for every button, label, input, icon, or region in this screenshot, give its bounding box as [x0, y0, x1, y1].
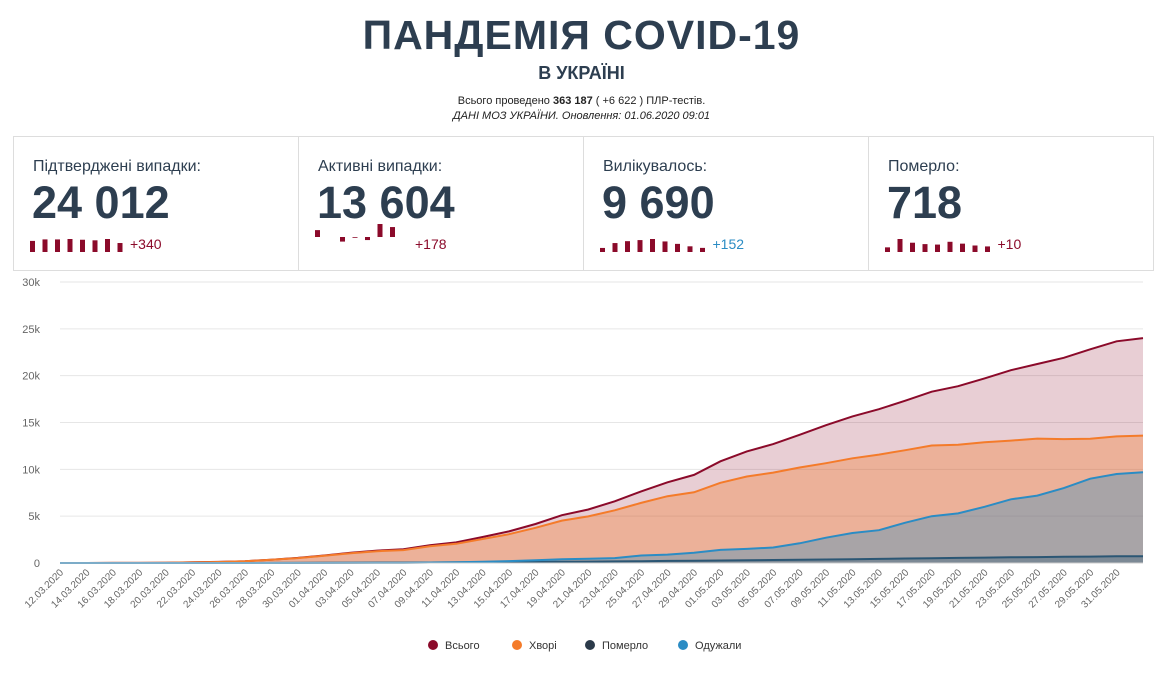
- card-value: 9 690: [602, 177, 715, 228]
- stat-card: Підтверджені випадки: 24 012 +340: [14, 137, 299, 270]
- legend-label: Одужали: [695, 640, 741, 652]
- tests-total: 363 187: [552, 95, 593, 107]
- mini-bar: [377, 224, 383, 237]
- mini-bar: [625, 241, 630, 252]
- mini-bar: [67, 239, 73, 252]
- card-label: Померло:: [888, 158, 960, 175]
- title: ПАНДЕМІЯ COVID-19: [362, 12, 801, 58]
- mini-bar: [675, 243, 680, 252]
- area: [60, 472, 1143, 563]
- card-delta: +10: [998, 236, 1022, 252]
- line: [60, 434, 1144, 564]
- legend-marker: [678, 640, 688, 650]
- mini-bars: +340: [30, 236, 162, 252]
- card-label: Підтверджені випадки:: [33, 158, 201, 175]
- cards: Підтверджені випадки: 24 012 +340 Активні в…: [13, 136, 1154, 271]
- legend-label: Хворі: [529, 640, 557, 652]
- mini-bar: [80, 239, 85, 252]
- mini-bar: [92, 240, 98, 252]
- mini-bar: [390, 227, 395, 237]
- mini-bar: [960, 243, 965, 252]
- legend-label: Всього: [445, 640, 480, 652]
- legend-marker: [585, 640, 595, 650]
- y-tick-label: 0: [34, 558, 40, 570]
- mini-bar: [55, 239, 60, 252]
- y-tick-label: 15k: [22, 418, 40, 430]
- mini-bar: [352, 237, 358, 238]
- mini-bar: [637, 240, 643, 252]
- mini-bar: [600, 247, 605, 252]
- stat-card: Активні випадки: 13 604 +178: [299, 137, 584, 270]
- card-label: Активні випадки:: [318, 158, 443, 175]
- card-delta: +340: [130, 236, 162, 252]
- tests-suffix: ( +6 622 ) ПЛР-тестів.: [595, 95, 706, 107]
- mini-bar: [650, 239, 655, 252]
- source: ДАНІ МОЗ УКРАЇНИ. Оновлення: 01.06.2020 …: [452, 110, 711, 122]
- mini-bar: [105, 239, 110, 252]
- mini-bar: [340, 237, 345, 242]
- chart: 05k10k15k20k25k30k12.03.202014.03.202016…: [22, 277, 1144, 652]
- y-tick-label: 30k: [22, 277, 40, 289]
- mini-bar: [612, 243, 618, 252]
- mini-bar: [985, 246, 990, 252]
- mini-bar: [935, 244, 940, 252]
- card-delta: +152: [713, 236, 745, 252]
- mini-bars: +152: [600, 236, 745, 252]
- mini-bars: +10: [885, 236, 1022, 252]
- card-value: 13 604: [317, 177, 455, 228]
- mini-bar: [897, 239, 903, 252]
- y-tick-label: 25k: [22, 324, 40, 336]
- card-label: Вилікувалось:: [603, 158, 708, 175]
- subtitle: В УКРАЇНІ: [538, 63, 625, 83]
- card-value: 718: [887, 177, 963, 228]
- tests-prefix: Всього проведено: [457, 95, 550, 107]
- stat-card: Померло: 718 +10: [869, 137, 1153, 270]
- card-delta: +178: [415, 236, 447, 252]
- y-tick-label: 10k: [22, 464, 40, 476]
- y-tick-label: 5k: [28, 511, 40, 523]
- mini-bar: [947, 241, 953, 252]
- card-value: 24 012: [32, 177, 170, 228]
- mini-bar: [687, 246, 693, 252]
- mini-bar: [117, 243, 123, 252]
- mini-bars: +178: [315, 224, 447, 252]
- legend-label: Померло: [602, 640, 648, 652]
- area: [60, 338, 1143, 563]
- legend-marker: [428, 640, 438, 650]
- mini-bar: [42, 239, 48, 252]
- y-tick-label: 20k: [22, 371, 40, 383]
- mini-bar: [30, 240, 35, 252]
- mini-bar: [885, 247, 890, 252]
- mini-bar: [700, 247, 705, 252]
- mini-bar: [910, 242, 915, 252]
- legend-marker: [512, 640, 522, 650]
- mini-bar: [662, 241, 668, 252]
- mini-bar: [972, 245, 978, 252]
- stat-card: Вилікувалось: 9 690 +152: [584, 137, 869, 270]
- mini-bar: [922, 244, 928, 252]
- area: [60, 556, 1143, 563]
- mini-bar: [315, 230, 320, 237]
- tests-info: Всього проведено 363 187 ( +6 622 ) ПЛР-…: [0, 95, 1163, 107]
- mini-bar: [365, 237, 370, 241]
